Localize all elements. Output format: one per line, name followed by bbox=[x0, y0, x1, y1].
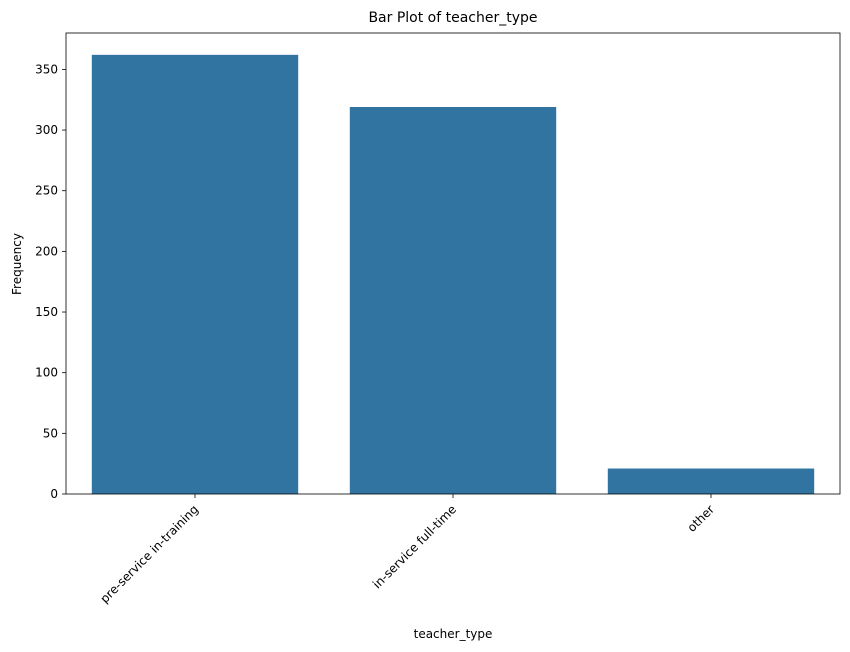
y-tick-label: 300 bbox=[35, 123, 58, 137]
y-tick-label: 150 bbox=[35, 305, 58, 319]
x-axis: pre-service in-training in-service full-t… bbox=[97, 494, 717, 606]
x-tick-label: other bbox=[685, 502, 718, 535]
y-tick-label: 200 bbox=[35, 244, 58, 258]
y-axis-label: Frequency bbox=[10, 233, 24, 295]
y-tick-label: 350 bbox=[35, 62, 58, 76]
bar-1 bbox=[349, 107, 557, 495]
x-tick-label: in-service full-time bbox=[370, 502, 459, 591]
x-axis-label: teacher_type bbox=[414, 627, 493, 641]
y-tick-label: 250 bbox=[35, 184, 58, 198]
y-tick-label: 100 bbox=[35, 366, 58, 380]
bar-0 bbox=[91, 54, 299, 494]
chart-title: Bar Plot of teacher_type bbox=[368, 10, 537, 26]
bars bbox=[91, 54, 815, 495]
y-axis: 0 50 100 150 200 250 300 350 bbox=[35, 62, 66, 501]
bar-2 bbox=[607, 468, 815, 494]
x-tick-label: pre-service in-training bbox=[97, 502, 201, 606]
y-tick-label: 50 bbox=[43, 426, 58, 440]
y-tick-label: 0 bbox=[50, 487, 58, 501]
